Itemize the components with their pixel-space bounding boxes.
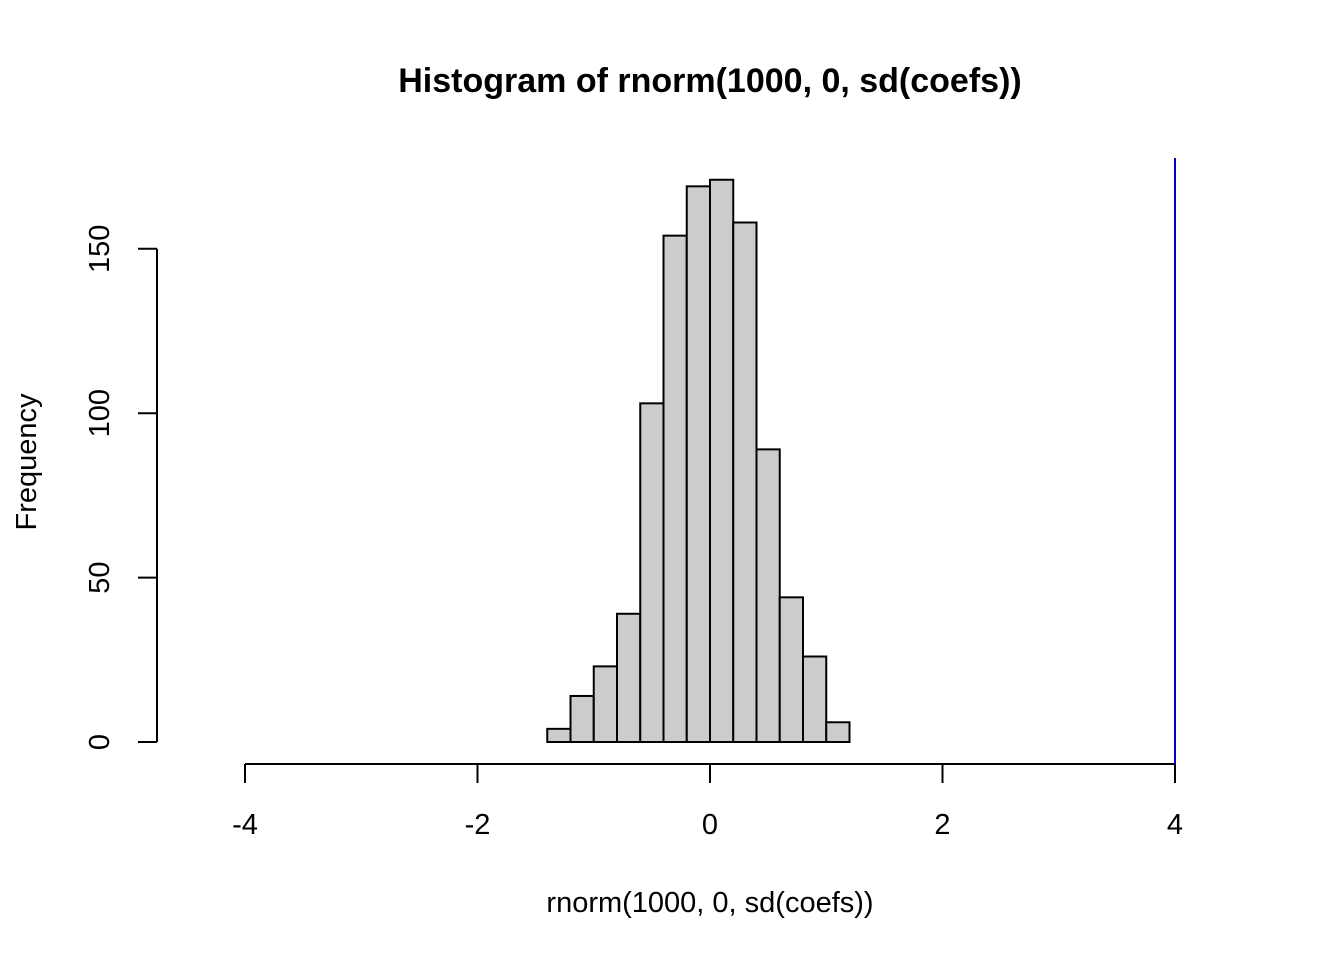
histogram-bar <box>825 721 851 743</box>
histogram-bar <box>732 221 758 744</box>
histogram-bar <box>778 596 804 743</box>
x-tick-label: 0 <box>702 809 718 841</box>
histogram-bar <box>616 612 642 743</box>
x-tick-label: 2 <box>934 809 950 841</box>
histogram-bar <box>709 178 735 743</box>
histogram-bar <box>546 727 572 744</box>
y-axis: 0 50 100 150 <box>84 225 158 750</box>
y-tick-label: 150 <box>84 225 116 273</box>
histogram-bar <box>755 448 781 743</box>
bars-group <box>546 178 851 744</box>
x-tick-label: -2 <box>465 809 491 841</box>
histogram-bar <box>662 234 688 743</box>
histogram-bar <box>639 402 665 743</box>
histogram-bar <box>802 655 828 744</box>
x-tick-label: -4 <box>232 809 258 841</box>
x-tick-label: 4 <box>1167 809 1183 841</box>
y-tick-label: 50 <box>84 561 116 593</box>
y-tick-label: 100 <box>84 389 116 437</box>
y-axis-label: Frequency <box>11 393 43 531</box>
histogram-bar <box>569 694 595 744</box>
histogram-bar <box>592 665 618 743</box>
x-axis-label: rnorm(1000, 0, sd(coefs)) <box>546 887 873 919</box>
y-tick-label: 0 <box>84 734 116 750</box>
histogram-bar <box>685 185 711 743</box>
chart-title: Histogram of rnorm(1000, 0, sd(coefs)) <box>398 62 1021 100</box>
x-axis: -4 -2 0 2 4 <box>232 763 1183 841</box>
